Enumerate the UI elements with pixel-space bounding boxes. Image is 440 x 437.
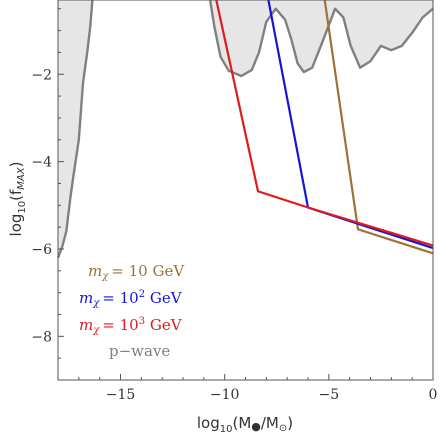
legend-entry-pwave: p−wave — [109, 342, 170, 360]
y-tick-label: −4 — [31, 155, 52, 171]
tick-layer: −15 −10 −5 0 −2 −4 −6 −8 — [31, 8, 438, 403]
series-layer — [215, 0, 434, 255]
x-tick-label: −5 — [319, 387, 340, 403]
x-axis-title: log10(M●/M⊙) — [197, 414, 293, 435]
excluded-boundary-right — [208, 0, 434, 78]
legend-entry-1000gev: mχ = 103 GeV — [79, 316, 183, 336]
x-tick-label: −10 — [210, 387, 240, 403]
excluded-region-layer — [56, 0, 434, 259]
y-tick-label: −2 — [31, 67, 52, 83]
series-line-1000gev — [215, 0, 434, 247]
excluded-region-right — [210, 0, 433, 76]
series-line-10gev — [323, 0, 434, 255]
legend-entry-100gev: mχ = 102 GeV — [79, 289, 183, 309]
excluded-region-left — [58, 0, 93, 258]
legend-entry-10gev: mχ = 10 GeV — [88, 262, 185, 282]
y-axis-title: log10(fMAX) — [7, 162, 28, 237]
y-tick-label: −8 — [31, 329, 52, 345]
x-tick-label: 0 — [429, 387, 438, 403]
legend: mχ = 10 GeV mχ = 102 GeV mχ = 103 GeV p−wav… — [79, 262, 185, 360]
excluded-boundary-left — [56, 0, 94, 259]
x-tick-label: −15 — [106, 387, 136, 403]
y-tick-label: −6 — [31, 242, 52, 258]
